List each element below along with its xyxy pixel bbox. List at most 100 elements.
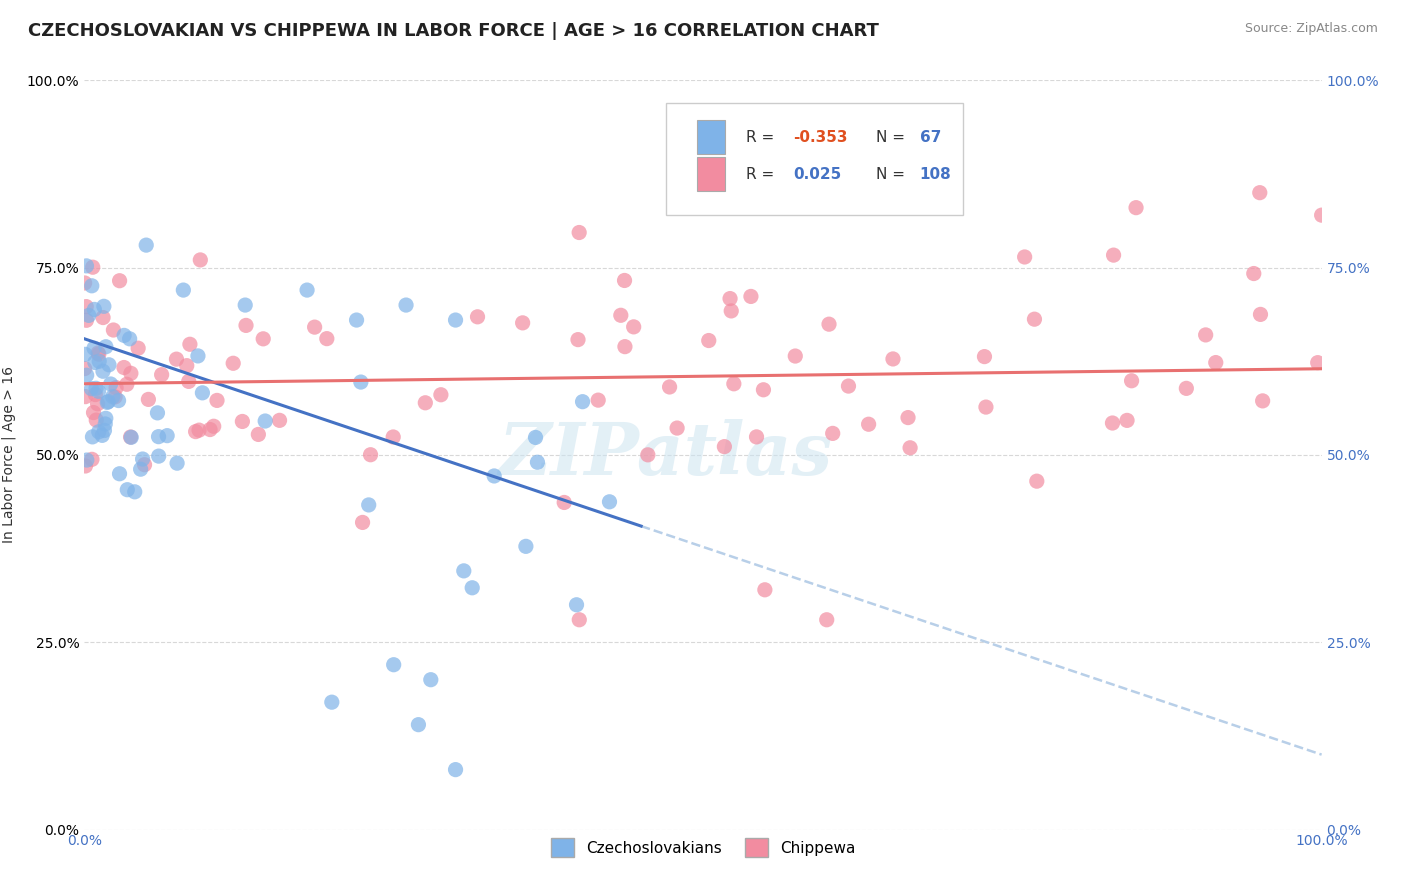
Text: Source: ZipAtlas.com: Source: ZipAtlas.com (1244, 22, 1378, 36)
Point (148, 430, 170, 444)
Point (408, 717, 430, 731)
Point (235, 318, 257, 333)
Legend: Czechoslovakians, Chippewa: Czechoslovakians, Chippewa (544, 832, 862, 863)
Point (191, 385, 214, 400)
Y-axis label: In Labor Force | Age > 16: In Labor Force | Age > 16 (1, 367, 15, 543)
Point (1101, 416, 1123, 430)
Bar (697, 158, 724, 191)
Text: ZIPatlas: ZIPatlas (499, 419, 832, 491)
Point (112, 328, 135, 343)
Point (512, 316, 534, 330)
Point (172, 283, 194, 297)
Point (254, 414, 277, 428)
Point (553, 495, 575, 509)
Point (156, 428, 179, 442)
Point (124, 484, 146, 499)
Point (93, 424, 115, 438)
Point (269, 413, 291, 427)
Point (752, 383, 775, 397)
Point (105, 381, 128, 395)
Point (1024, 312, 1046, 326)
Point (76, 368, 98, 383)
Point (138, 392, 160, 407)
Point (120, 430, 142, 444)
Point (118, 332, 141, 346)
Point (346, 313, 368, 327)
Point (637, 448, 659, 462)
Point (184, 425, 207, 439)
Point (974, 400, 997, 414)
Point (83, 406, 105, 420)
Point (718, 292, 741, 306)
Point (697, 334, 720, 348)
Point (75, 347, 97, 361)
Point (117, 483, 139, 497)
Point (568, 226, 591, 240)
Point (882, 351, 904, 366)
Point (131, 452, 153, 467)
Point (93, 299, 115, 313)
Point (75, 390, 97, 404)
Point (524, 430, 547, 444)
Point (97, 358, 120, 372)
Point (453, 564, 475, 578)
Text: -0.353: -0.353 (793, 129, 848, 145)
Point (96, 395, 118, 409)
Point (565, 598, 588, 612)
Point (350, 375, 373, 389)
Point (179, 337, 201, 351)
Point (515, 539, 537, 553)
Point (202, 419, 225, 434)
Point (177, 375, 200, 389)
Point (1116, 413, 1139, 427)
Point (107, 393, 129, 408)
Point (97, 394, 120, 409)
Point (623, 319, 645, 334)
Point (598, 495, 620, 509)
Point (188, 423, 211, 437)
Point (83, 355, 105, 369)
Point (461, 581, 484, 595)
Point (818, 317, 841, 331)
Point (73, 276, 96, 290)
Point (80, 278, 103, 293)
Point (315, 332, 337, 346)
Text: 67: 67 (920, 129, 941, 145)
Point (94, 417, 117, 431)
Point (723, 376, 745, 391)
Point (1025, 474, 1047, 488)
Point (94, 340, 117, 354)
Point (740, 289, 762, 303)
Text: R =: R = (747, 129, 779, 145)
Point (720, 304, 742, 318)
Point (444, 763, 467, 777)
Point (352, 516, 374, 530)
Point (166, 352, 188, 367)
Point (571, 394, 593, 409)
Point (87, 347, 110, 361)
Point (567, 333, 589, 347)
Point (148, 449, 170, 463)
Point (187, 349, 209, 363)
Point (94, 411, 117, 425)
Point (231, 414, 253, 428)
Point (198, 423, 221, 437)
Point (568, 613, 591, 627)
Point (84, 387, 107, 401)
Point (1310, 208, 1333, 222)
Point (188, 252, 211, 267)
Point (222, 356, 245, 370)
Point (120, 367, 142, 381)
Point (115, 377, 138, 392)
Point (84, 413, 107, 427)
Point (76, 259, 98, 273)
Point (108, 467, 131, 481)
Point (233, 298, 256, 312)
Point (419, 673, 441, 687)
Text: N =: N = (876, 129, 910, 145)
Point (1102, 248, 1125, 262)
Point (82, 430, 104, 444)
Point (467, 310, 489, 324)
Point (87, 425, 110, 439)
Point (91, 310, 114, 325)
